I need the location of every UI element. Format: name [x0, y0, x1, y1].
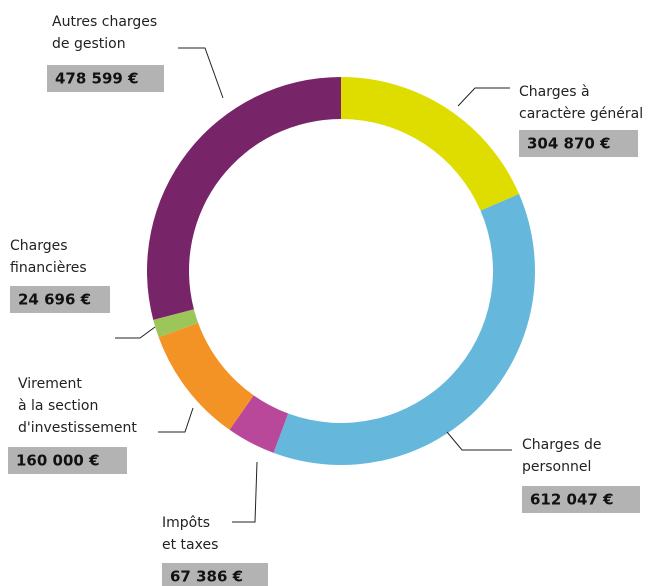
value-box — [162, 563, 268, 586]
donut-segment — [158, 322, 254, 430]
leader-line — [457, 87, 510, 107]
category-label: Impôts — [162, 515, 210, 531]
category-label: financières — [10, 260, 87, 276]
category-label: d'investissement — [18, 420, 137, 436]
value-box — [10, 286, 110, 313]
category-label: caractère général — [519, 106, 643, 122]
donut-segment — [341, 77, 520, 211]
leader-line — [115, 326, 156, 339]
value-label: 478 599 € — [55, 70, 139, 88]
category-label: Charges de — [522, 437, 601, 453]
value-label: 160 000 € — [16, 452, 100, 470]
donut-segment — [273, 193, 535, 466]
leader-line — [446, 431, 512, 451]
leader-line — [158, 407, 194, 433]
value-box — [519, 130, 638, 157]
category-label: Charges à — [519, 84, 590, 100]
value-box — [47, 65, 164, 92]
category-label: Virement — [18, 376, 82, 392]
category-label: de gestion — [52, 36, 126, 52]
category-label: et taxes — [162, 537, 218, 553]
value-box — [522, 486, 640, 513]
leader-line — [178, 47, 224, 99]
donut-segment — [229, 395, 289, 453]
donut-segment — [147, 76, 341, 320]
donut-segment — [153, 309, 199, 338]
value-label: 304 870 € — [527, 135, 611, 153]
value-label: 24 696 € — [18, 291, 91, 309]
category-label: Charges — [10, 238, 68, 254]
category-label: personnel — [522, 459, 591, 475]
value-label: 67 386 € — [170, 568, 243, 586]
category-label: Autres charges — [52, 14, 157, 30]
value-label: 612 047 € — [530, 491, 614, 509]
leader-line — [232, 461, 258, 523]
category-label: à la section — [18, 398, 98, 414]
value-box — [8, 447, 127, 474]
